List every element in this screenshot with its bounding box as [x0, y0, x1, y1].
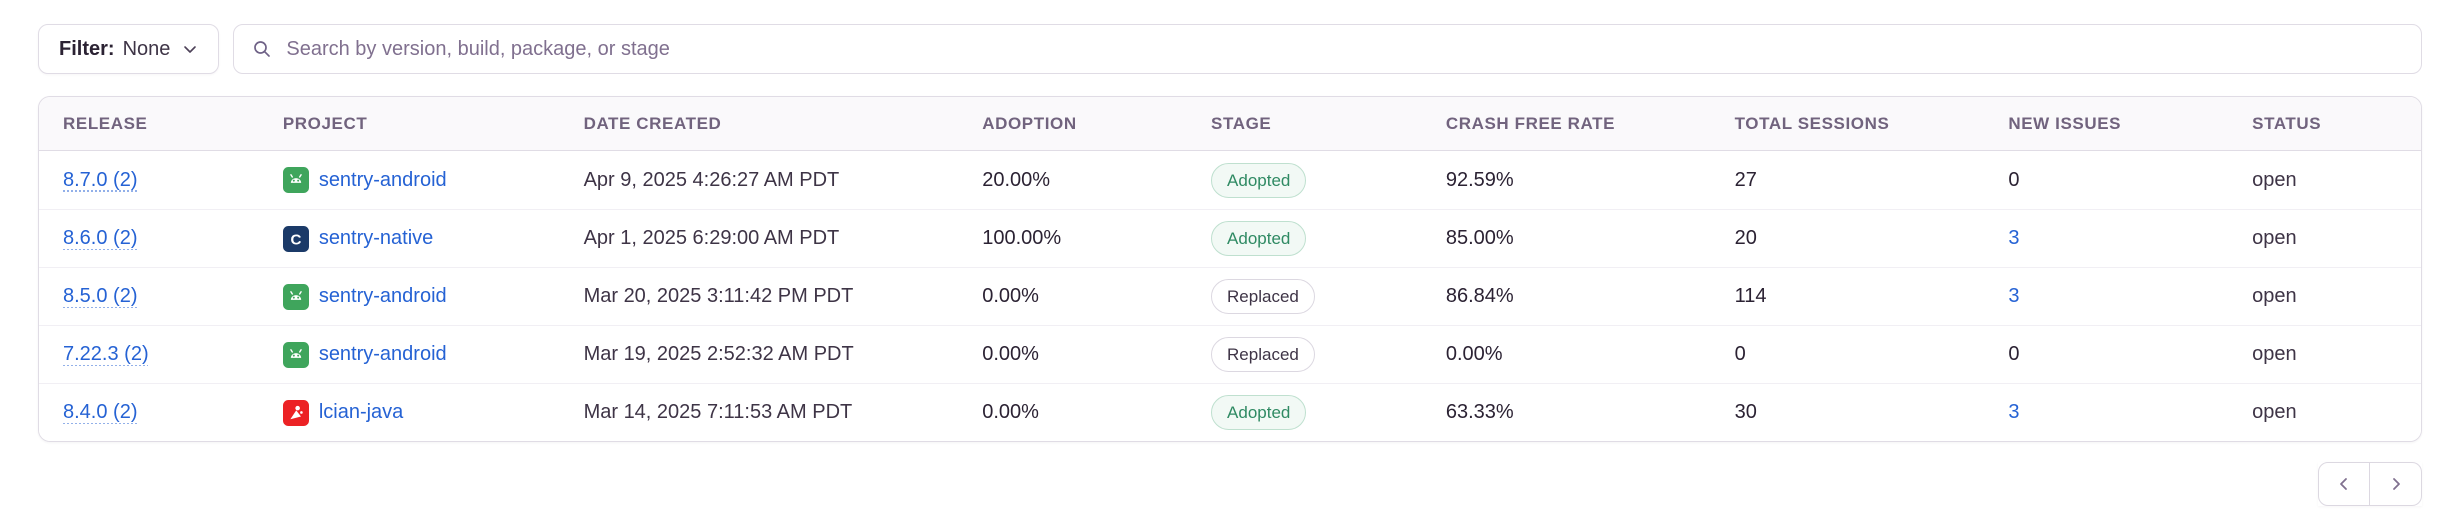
- pagination-row: [38, 462, 2422, 506]
- svg-text:C: C: [290, 231, 301, 248]
- total-sessions-cell: 114: [1734, 285, 1767, 307]
- table-row: 8.6.0 (2) C sentry-native Apr 1, 2025 6:…: [39, 209, 2421, 267]
- date-created-cell: Apr 1, 2025 6:29:00 AM PDT: [583, 227, 840, 249]
- android-icon: [282, 167, 309, 193]
- android-icon: [282, 283, 309, 310]
- search-input[interactable]: [284, 36, 2403, 62]
- releases-page: Filter: None RELEASE PROJECT DATE CREATE…: [38, 24, 2422, 506]
- release-link[interactable]: 8.5.0 (2): [63, 285, 138, 307]
- column-header-project: PROJECT: [282, 113, 368, 133]
- java-icon: [282, 399, 309, 426]
- adoption-cell: 0.00%: [982, 285, 1039, 307]
- adoption-cell: 20.00%: [982, 168, 1051, 191]
- project-link[interactable]: lcian-java: [318, 401, 404, 423]
- release-link[interactable]: 8.6.0 (2): [63, 227, 138, 249]
- project-link[interactable]: sentry-android: [318, 168, 447, 191]
- column-header-status: STATUS: [2252, 113, 2322, 133]
- status-cell: open: [2252, 401, 2297, 423]
- column-header-new-issues: NEW ISSUES: [2008, 113, 2122, 133]
- c-icon: C: [282, 225, 309, 252]
- new-issues-link[interactable]: 3: [2008, 401, 2020, 423]
- column-header-date-created: DATE CREATED: [583, 113, 722, 133]
- previous-page-button[interactable]: [2318, 462, 2370, 506]
- column-header-release: RELEASE: [63, 113, 148, 133]
- crash-free-rate-cell: 85.00%: [1445, 227, 1514, 249]
- total-sessions-cell: 0: [1734, 343, 1746, 365]
- column-header-crash-free-rate: CRASH FREE RATE: [1445, 113, 1616, 133]
- status-cell: open: [2252, 227, 2297, 249]
- stage-badge: Adopted: [1211, 162, 1307, 198]
- total-sessions-cell: 20: [1734, 227, 1757, 249]
- date-created-cell: Mar 19, 2025 2:52:32 AM PDT: [583, 343, 854, 365]
- new-issues-cell: 0: [2008, 168, 2020, 191]
- crash-free-rate-cell: 86.84%: [1445, 285, 1514, 307]
- status-cell: open: [2252, 343, 2297, 365]
- status-cell: open: [2252, 285, 2297, 307]
- chevron-right-icon: [2392, 478, 2400, 490]
- new-issues-link[interactable]: 3: [2008, 285, 2020, 307]
- c-icon: C: [282, 225, 309, 252]
- crash-free-rate-cell: 0.00%: [1445, 343, 1503, 365]
- table-row: 8.7.0 (2) sentry-android Apr 9, 2025 4:2…: [39, 151, 2421, 209]
- pagination: [2318, 462, 2422, 506]
- date-created-cell: Mar 20, 2025 3:11:42 PM PDT: [583, 285, 854, 307]
- filter-label: Filter:: [59, 37, 115, 60]
- stage-badge: Adopted: [1211, 395, 1307, 430]
- total-sessions-cell: 30: [1734, 401, 1757, 423]
- project-link[interactable]: sentry-native: [318, 227, 434, 249]
- search-icon: [254, 41, 271, 57]
- table-row: 8.5.0 (2) sentry-android Mar 20, 2025 3:…: [39, 267, 2421, 325]
- project-link[interactable]: sentry-android: [318, 343, 447, 365]
- android-icon: [282, 283, 309, 310]
- next-page-button[interactable]: [2370, 462, 2422, 506]
- table-header-row: RELEASE PROJECT DATE CREATED ADOPTION ST…: [39, 97, 2421, 151]
- column-header-adoption: ADOPTION: [982, 113, 1077, 133]
- android-icon: [282, 341, 309, 368]
- table-body: 8.7.0 (2) sentry-android Apr 9, 2025 4:2…: [39, 151, 2421, 441]
- adoption-cell: 0.00%: [982, 401, 1039, 423]
- android-icon: [282, 341, 309, 368]
- column-header-total-sessions: TOTAL SESSIONS: [1734, 113, 1890, 133]
- filter-button[interactable]: Filter: None: [38, 24, 220, 74]
- search-box: [233, 24, 2422, 74]
- stage-badge: Adopted: [1211, 221, 1307, 256]
- releases-table: RELEASE PROJECT DATE CREATED ADOPTION ST…: [38, 96, 2422, 442]
- project-link[interactable]: sentry-android: [318, 285, 447, 307]
- crash-free-rate-cell: 63.33%: [1445, 401, 1514, 423]
- table-row: 7.22.3 (2) sentry-android Mar 19, 2025 2…: [39, 325, 2421, 383]
- release-link[interactable]: 7.22.3 (2): [63, 343, 149, 365]
- toolbar: Filter: None: [38, 24, 2422, 74]
- status-cell: open: [2252, 168, 2297, 191]
- release-link[interactable]: 8.4.0 (2): [63, 401, 138, 423]
- chevron-down-icon: [184, 46, 197, 53]
- java-icon: [282, 399, 309, 426]
- stage-badge: Replaced: [1211, 279, 1315, 314]
- total-sessions-cell: 27: [1734, 168, 1757, 191]
- release-link[interactable]: 8.7.0 (2): [63, 168, 138, 191]
- filter-value: None: [122, 37, 171, 60]
- new-issues-link[interactable]: 3: [2008, 227, 2020, 249]
- date-created-cell: Apr 9, 2025 4:26:27 AM PDT: [583, 168, 840, 191]
- android-icon: [282, 167, 309, 193]
- column-header-stage: STAGE: [1211, 113, 1272, 133]
- adoption-cell: 100.00%: [982, 227, 1062, 249]
- table-row: 8.4.0 (2) lcian-java Mar 14, 2025 7:11:5…: [39, 383, 2421, 441]
- crash-free-rate-cell: 92.59%: [1445, 168, 1514, 191]
- adoption-cell: 0.00%: [982, 343, 1039, 365]
- date-created-cell: Mar 14, 2025 7:11:53 AM PDT: [583, 401, 853, 423]
- new-issues-cell: 0: [2008, 343, 2020, 365]
- chevron-left-icon: [2340, 478, 2347, 490]
- stage-badge: Replaced: [1211, 337, 1315, 372]
